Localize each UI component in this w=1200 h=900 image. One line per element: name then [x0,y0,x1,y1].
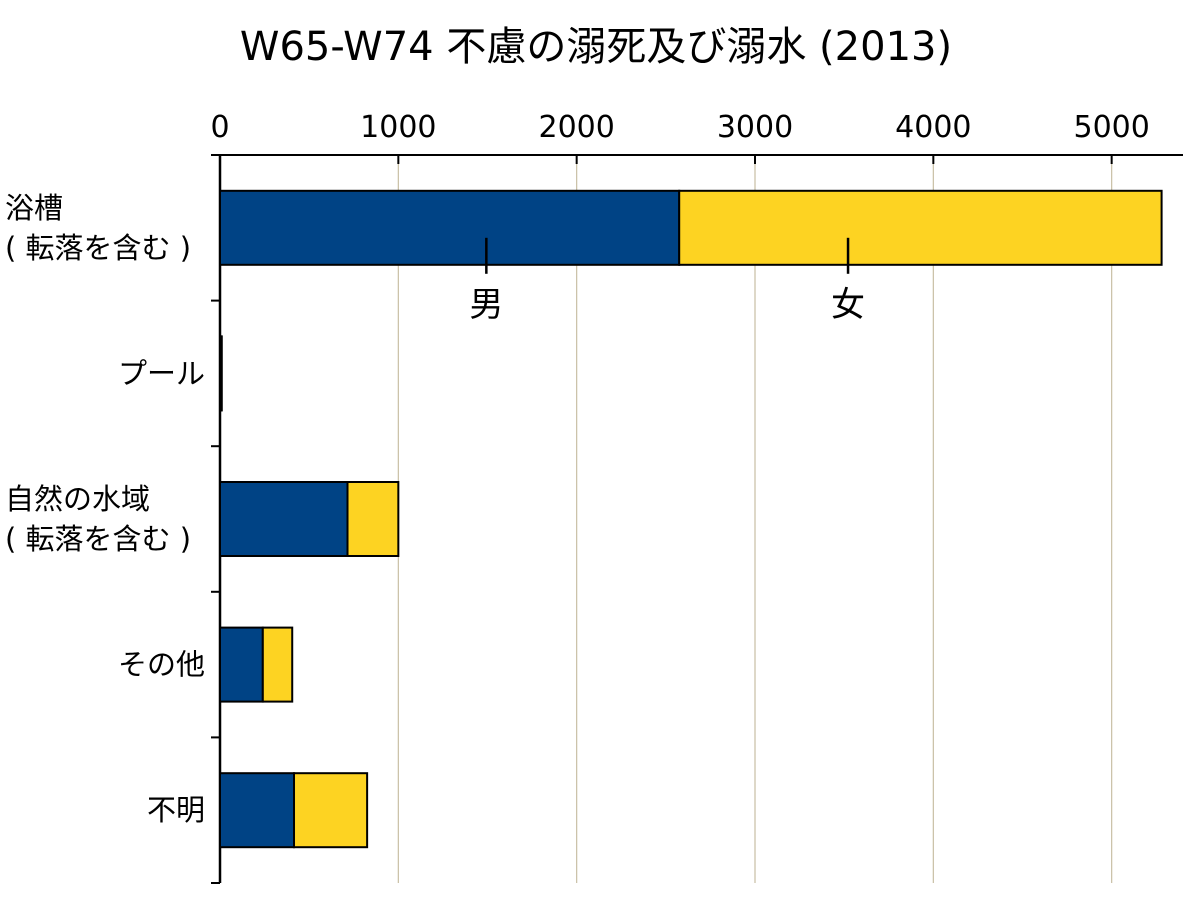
bars [219,189,1163,849]
bar-segment-male [219,772,296,849]
bar-segment-male [219,481,349,557]
x-tick-label: 1000 [360,110,436,145]
category-label: ( 転落を含む ) [5,231,191,265]
x-tick-label: 4000 [895,110,971,145]
bar-segment-female [346,481,400,557]
category-label: プール [118,356,205,390]
series-label: 男 [469,285,503,325]
bar-segment-female [678,189,1163,266]
x-tick-label: 5000 [1073,110,1149,145]
category-label: 自然の水域 [5,482,150,516]
bar-segment-female [261,626,294,703]
series-labels: 男女 [469,237,865,325]
x-tick-label: 2000 [538,110,614,145]
bar-segment-male [219,626,264,703]
category-label: 浴槽 [5,191,63,225]
category-label: 不明 [147,793,205,827]
x-axis: 0 1000 2000 3000 4000 5000 [210,110,1183,884]
bar-segment-male [219,189,681,266]
category-label: ( 転落を含む ) [5,522,191,556]
x-tick-label: 3000 [717,110,793,145]
grid-lines [397,155,1113,883]
x-tick-label: 0 [210,110,229,145]
bar-segment-female [293,772,369,849]
bar-segment-female [220,335,223,412]
category-label: その他 [118,648,205,682]
series-label: 女 [831,285,865,325]
chart-title: W65-W74 不慮の溺死及び溺水 (2013) [240,24,952,70]
